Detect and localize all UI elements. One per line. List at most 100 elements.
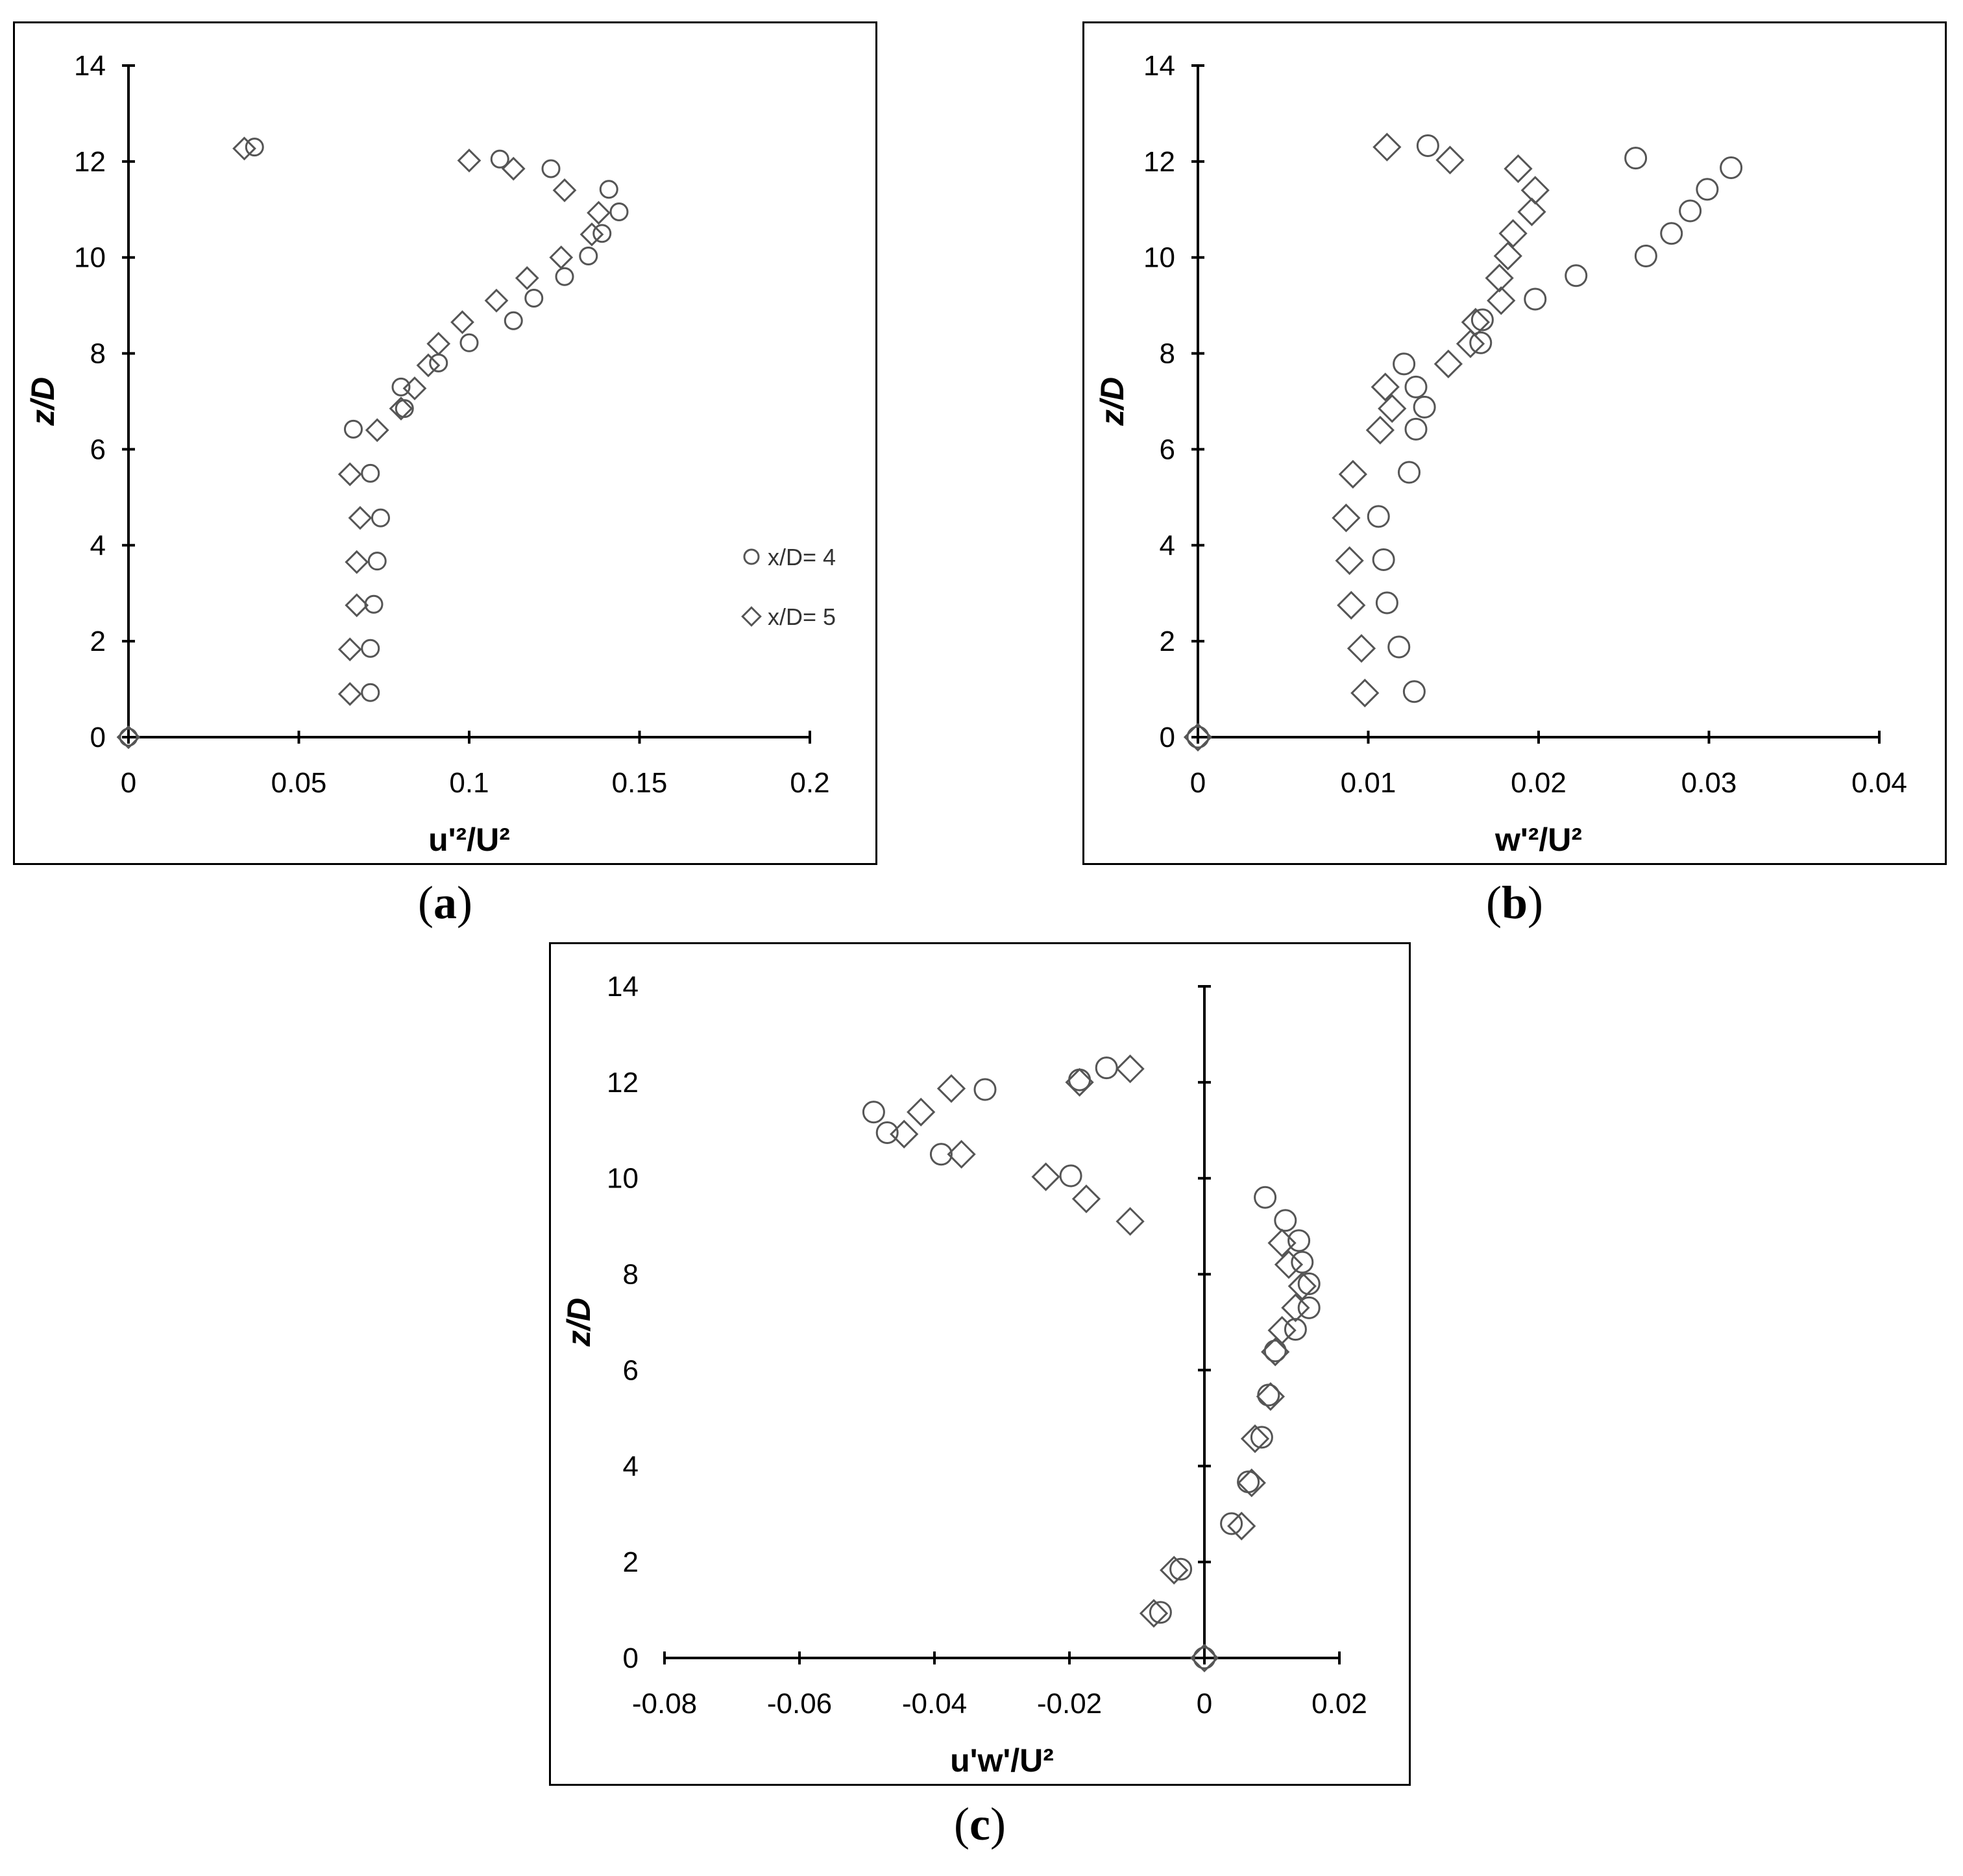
x-tick-label: 0.2	[790, 767, 829, 799]
data-point-circle	[361, 683, 380, 702]
data-point-circle	[1274, 1209, 1297, 1232]
data-point-diamond	[1456, 329, 1485, 358]
data-point-circle	[1263, 1339, 1287, 1363]
legend-circle-icon	[743, 548, 760, 565]
data-point-circle	[504, 311, 523, 330]
data-point-circle	[361, 639, 380, 658]
x-tick-label: 0.02	[1511, 767, 1567, 799]
y-tick-label: 2	[623, 1546, 639, 1578]
data-point-circle	[1634, 244, 1657, 267]
data-point-diamond	[1365, 415, 1395, 445]
data-point-diamond	[1267, 1315, 1297, 1345]
data-point-circle	[119, 727, 138, 747]
data-point-diamond	[947, 1139, 976, 1169]
data-point-circle	[1720, 156, 1743, 179]
data-point-diamond	[426, 332, 451, 356]
data-point-circle	[1297, 1296, 1321, 1319]
data-point-circle	[391, 377, 411, 396]
data-point-diamond	[1337, 591, 1366, 620]
data-point-diamond	[1160, 1555, 1189, 1585]
x-tick-label: -0.04	[902, 1688, 967, 1720]
data-point-circle	[1469, 331, 1493, 354]
data-point-circle	[1149, 1601, 1172, 1624]
y-axis-title: z/D	[25, 377, 61, 426]
data-point-diamond	[232, 136, 256, 161]
chart-a-svg: 0 2 4 6 8 10 12 14 0 0.05 0.1 0.15 0.2 u'²/U² z/D x/D= …	[25, 50, 836, 858]
x-tick-label: -0.08	[632, 1688, 697, 1720]
data-point-circle	[1696, 178, 1719, 201]
caption-c: (c)	[954, 1798, 1006, 1850]
data-point-diamond	[337, 682, 362, 706]
data-point-diamond	[1487, 286, 1516, 315]
data-point-circle	[1220, 1512, 1243, 1535]
x-tick-label: 0.05	[271, 767, 327, 799]
data-point-circle	[490, 149, 509, 169]
data-point-diamond	[1332, 504, 1361, 533]
x-tick-label: 0.04	[1851, 767, 1907, 799]
data-point-circle	[1186, 725, 1210, 749]
data-point-diamond	[416, 353, 441, 378]
data-point-diamond	[1240, 1424, 1270, 1454]
data-point-diamond	[1139, 1599, 1169, 1628]
data-point-diamond	[1116, 1054, 1145, 1084]
data-point-circle	[371, 508, 390, 528]
data-point-diamond	[450, 310, 474, 334]
data-point-circle	[1660, 222, 1683, 245]
data-point-circle	[1169, 1557, 1193, 1581]
x-tick-label: 0.01	[1341, 767, 1396, 799]
data-point-circle	[1404, 417, 1428, 441]
data-point-diamond	[1287, 1271, 1317, 1301]
data-point-circle	[1402, 680, 1426, 703]
x-tick-label: 0.15	[612, 767, 668, 799]
data-point-diamond	[484, 288, 509, 313]
data-point-circle	[1254, 1186, 1277, 1209]
data-point-circle	[1524, 287, 1547, 311]
y-tick-label: 10	[607, 1163, 639, 1195]
chart-panel-a: 0 2 4 6 8 10 12 14 0 0.05 0.1 0.15 0.2 u'²/U² z/D x/D= …	[13, 21, 877, 865]
data-point-circle	[862, 1101, 885, 1124]
data-point-circle	[1095, 1056, 1118, 1080]
data-point-circle	[599, 180, 618, 199]
data-point-diamond	[337, 462, 362, 487]
y-tick-label: 0	[623, 1642, 639, 1674]
data-point-circle	[1413, 395, 1436, 419]
data-point-diamond	[1071, 1184, 1101, 1213]
data-point-diamond	[1378, 394, 1407, 423]
data-point-diamond	[587, 201, 611, 225]
data-point-diamond	[402, 376, 427, 400]
data-point-diamond	[1461, 308, 1490, 337]
data-point-diamond	[365, 418, 389, 443]
x-axis-title: u'²/U²	[428, 822, 510, 858]
data-point-diamond	[1493, 241, 1522, 271]
y-tick-label: 12	[607, 1067, 639, 1099]
x-axis-title: w'²/U²	[1494, 822, 1582, 858]
data-point-diamond	[348, 506, 372, 530]
data-point-diamond	[345, 593, 369, 618]
data-point-diamond	[1335, 546, 1364, 576]
data-point-diamond	[1338, 459, 1367, 489]
data-point-diamond	[1261, 1337, 1290, 1367]
data-point-diamond	[1274, 1250, 1304, 1279]
y-tick-label: 8	[1160, 338, 1175, 370]
data-point-circle	[973, 1078, 997, 1101]
data-point-circle	[1398, 461, 1420, 484]
data-point-circle	[1367, 505, 1390, 528]
x-tick-label: -0.02	[1037, 1688, 1102, 1720]
data-point-diamond	[1485, 263, 1514, 293]
x-tick-label: 0.1	[449, 767, 489, 799]
y-axis-title: z/D	[1094, 377, 1130, 426]
data-point-diamond	[907, 1097, 936, 1127]
data-point-diamond	[1504, 154, 1533, 184]
data-point-circle	[367, 552, 387, 571]
data-point-diamond	[1267, 1228, 1297, 1258]
data-point-diamond	[1183, 722, 1213, 752]
data-point-diamond	[549, 245, 574, 270]
y-tick-label: 14	[74, 50, 106, 82]
y-tick-label: 2	[1160, 626, 1175, 657]
y-tick-label: 12	[74, 146, 106, 178]
y-tick-label: 6	[623, 1354, 639, 1386]
y-tick-label: 14	[1143, 50, 1175, 82]
y-tick-label: 8	[90, 338, 106, 370]
data-point-diamond	[1116, 1207, 1145, 1236]
data-point-diamond	[1517, 197, 1546, 226]
